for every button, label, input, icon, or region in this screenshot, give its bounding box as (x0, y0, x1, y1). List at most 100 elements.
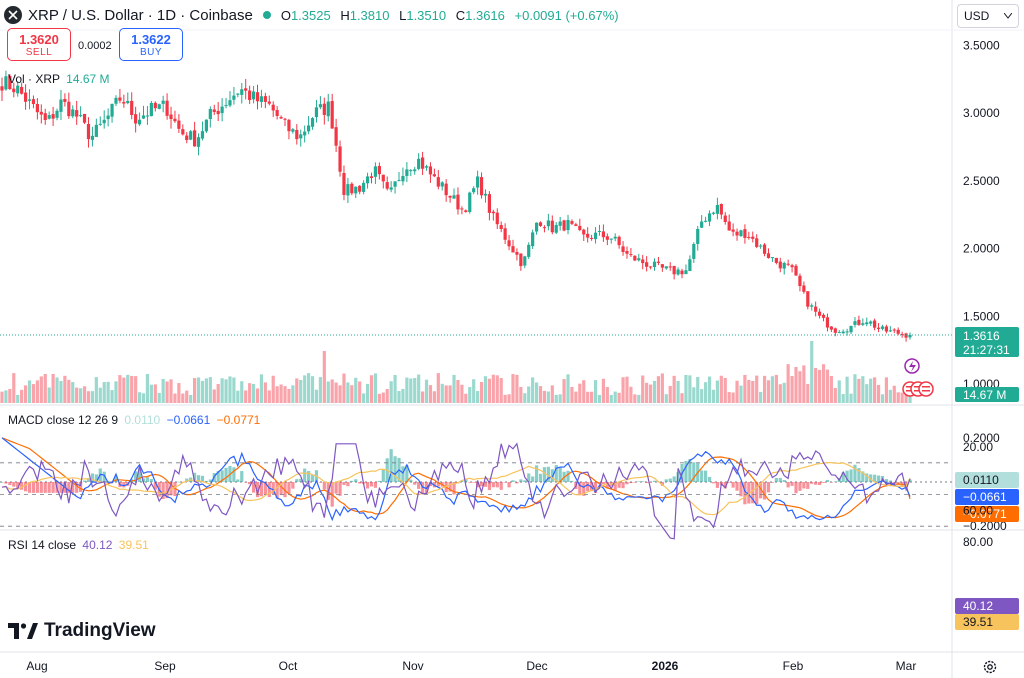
macd-histogram-bar (82, 480, 87, 482)
macd-histogram-bar (94, 474, 98, 482)
candle-body (248, 90, 252, 101)
candle-body (766, 253, 771, 258)
x-tick-label: Mar (896, 659, 917, 673)
candle-body (751, 236, 755, 239)
volume-bar (676, 380, 680, 403)
macd-histogram-bar (79, 482, 83, 492)
volume-legend[interactable]: Vol · XRP 14.67 M (8, 72, 110, 86)
candle-body (385, 182, 389, 189)
candle-body (397, 180, 401, 182)
macd-histogram-bar (185, 478, 189, 482)
macd-histogram-bar (35, 482, 39, 493)
volume-bar (118, 375, 122, 403)
macd-legend-macd: −0.0661 (166, 413, 211, 427)
volume-bars-group (0, 341, 912, 403)
candle-body (491, 211, 495, 214)
volume-bar (715, 380, 719, 403)
candle-body (401, 175, 405, 182)
candle-body (338, 146, 342, 172)
candle-body (778, 261, 782, 269)
candle-body (483, 193, 488, 196)
candle-body (173, 118, 177, 122)
candle-body (460, 208, 464, 210)
rsi-legend[interactable]: RSI 14 close 40.12 39.51 (8, 538, 149, 552)
macd-hist-value-label: 0.0110 (963, 473, 999, 487)
volume-bar (735, 380, 739, 403)
ohlc-readout: O1.3525 H1.3810 L1.3510 C1.3616 +0.0091 … (281, 8, 619, 23)
volume-bar (523, 393, 527, 403)
low-value: 1.3510 (406, 7, 447, 23)
currency-select[interactable]: USD (957, 4, 1019, 28)
buy-button[interactable]: 1.3622 BUY (119, 28, 183, 61)
sell-label: SELL (25, 46, 53, 58)
volume-bar (613, 391, 617, 403)
candle-body (613, 236, 617, 239)
macd-histogram-bar (417, 482, 421, 489)
volume-bar (157, 392, 161, 403)
candle-body (582, 229, 586, 235)
volume-bar (778, 384, 782, 403)
candle-body (825, 317, 830, 328)
candle-body (880, 326, 885, 329)
candle-body (735, 231, 739, 236)
tradingview-logo-icon (8, 623, 38, 639)
volume-bar (306, 373, 311, 403)
candle-body (786, 263, 790, 265)
volume-bar (79, 388, 83, 403)
volume-bar (23, 385, 28, 403)
candle-body (487, 194, 492, 213)
macd-histogram-bar (896, 482, 900, 485)
candle-body (597, 230, 602, 232)
volume-bar (271, 375, 275, 403)
volume-bar (857, 378, 861, 403)
macd-histogram-bar (814, 482, 818, 485)
candle-body (798, 275, 802, 287)
candle-body (86, 124, 91, 140)
rsi-value-label: 40.12 (963, 599, 993, 613)
volume-bar (342, 373, 346, 403)
candle-body (456, 194, 460, 210)
candle-body (542, 227, 547, 229)
volume-bar (322, 351, 326, 403)
candle-body (672, 265, 676, 275)
tradingview-logo[interactable]: TradingView (8, 620, 156, 642)
macd-histogram-bar (751, 482, 755, 504)
macd-histogram-bar (550, 469, 554, 482)
macd-tick-label: 0.2000 (963, 431, 1000, 445)
volume-bar (849, 393, 853, 403)
candle-body (365, 176, 370, 184)
candle-body (641, 259, 645, 264)
volume-bar (47, 387, 51, 403)
macd-legend[interactable]: MACD close 12 26 9 0.0110 −0.0661 −0.077… (8, 413, 260, 427)
volume-bar (326, 381, 330, 403)
macd-histogram-bar (778, 478, 782, 482)
volume-bar (283, 386, 287, 403)
candle-body (519, 253, 523, 267)
volume-bar (629, 386, 633, 403)
candle-body (759, 245, 763, 247)
candle-body (98, 123, 102, 125)
gear-icon[interactable] (982, 659, 998, 675)
sell-button[interactable]: 1.3620 SELL (7, 28, 71, 61)
symbol-title[interactable]: XRP / U.S. Dollar · 1D · Coinbase (28, 6, 253, 24)
volume-bar (299, 379, 303, 403)
volume-bar (664, 394, 668, 403)
candle-body (23, 92, 28, 102)
macd-histogram-bar (645, 482, 649, 483)
macd-histogram-bar (688, 459, 692, 482)
macd-histogram-bar (134, 471, 138, 482)
candle-body (39, 111, 43, 115)
candle-body (605, 236, 609, 240)
volume-bar (130, 375, 134, 403)
macd-histogram-bar (448, 482, 452, 492)
open-value: 1.3525 (290, 7, 331, 23)
macd-histogram-bar (558, 467, 562, 482)
volume-bar (798, 371, 802, 403)
candle-body (141, 115, 146, 119)
candle-body (684, 270, 688, 275)
macd-histogram-bar (464, 478, 468, 482)
macd-histogram-bar (825, 480, 830, 482)
macd-histogram-bar (810, 482, 814, 484)
open-label: O (280, 7, 291, 23)
